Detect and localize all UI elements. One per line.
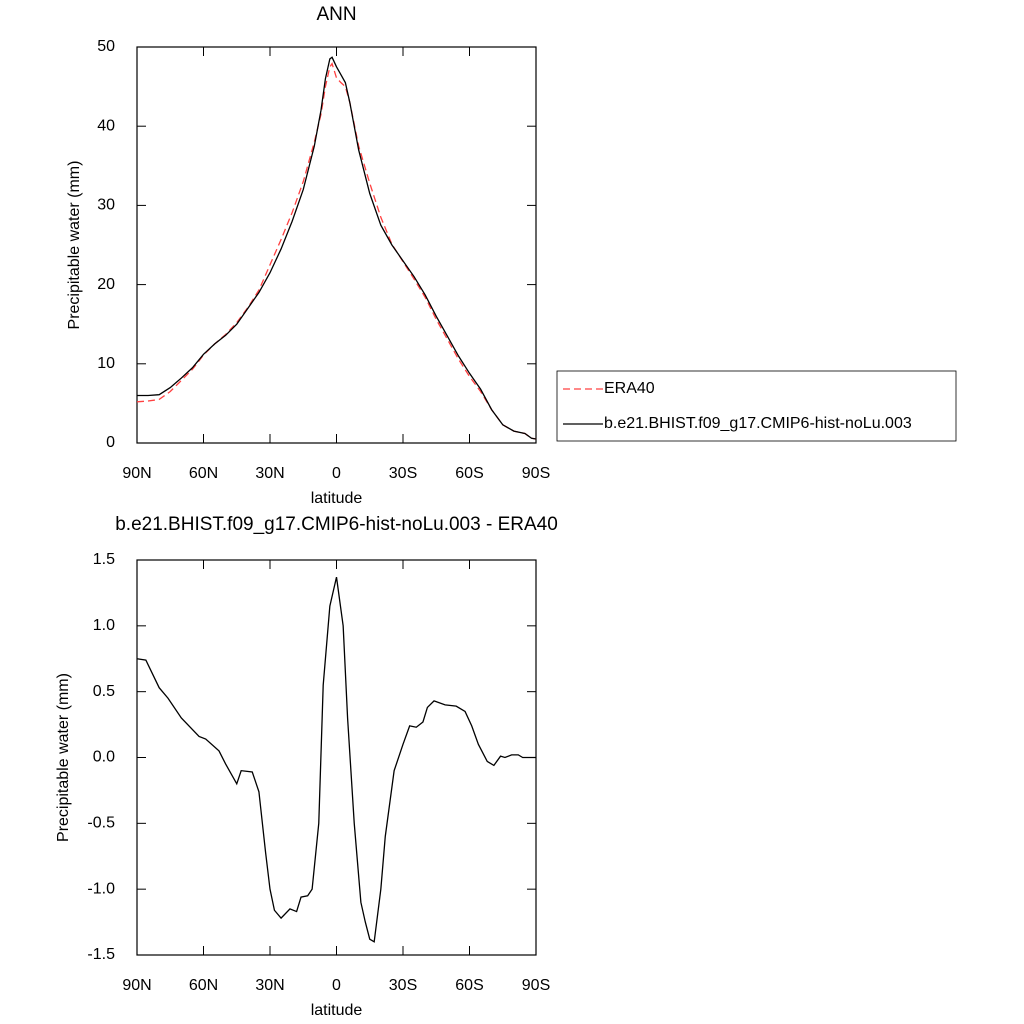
- y-tick-label: 1.5: [93, 551, 115, 568]
- x-tick-label: 90S: [522, 977, 550, 994]
- x-axis-label: latitude: [311, 1002, 363, 1019]
- y-tick-label: 0.5: [93, 683, 115, 700]
- x-tick-label: 90S: [522, 465, 550, 482]
- y-axis-label: Precipitable water (mm): [55, 673, 72, 842]
- x-tick-label: 30N: [255, 977, 284, 994]
- y-tick-label: 10: [97, 355, 115, 372]
- x-tick-label: 0: [332, 977, 341, 994]
- y-tick-label: 1.0: [93, 617, 115, 634]
- y-tick-label: -1.0: [87, 880, 115, 897]
- x-tick-label: 60S: [455, 977, 483, 994]
- y-tick-label: 50: [97, 38, 115, 55]
- x-tick-label: 60N: [189, 977, 218, 994]
- y-tick-label: 0: [106, 434, 115, 451]
- x-tick-label: 60S: [455, 465, 483, 482]
- x-tick-label: 30S: [389, 977, 417, 994]
- x-tick-label: 0: [332, 465, 341, 482]
- y-tick-label: 0.0: [93, 749, 115, 766]
- y-tick-label: -0.5: [87, 815, 115, 832]
- plot-frame: [136, 559, 537, 956]
- y-tick-label: -1.5: [87, 946, 115, 963]
- x-tick-label: 90N: [122, 465, 151, 482]
- y-tick-label: 20: [97, 276, 115, 293]
- data-line: [137, 56, 537, 440]
- y-tick-label: 30: [97, 197, 115, 214]
- y-axis-label: Precipitable water (mm): [66, 161, 83, 330]
- y-tick-label: 40: [97, 117, 115, 134]
- chart-title: ANN: [316, 4, 356, 25]
- legend-frame: [556, 370, 957, 442]
- x-tick-label: 30N: [255, 465, 284, 482]
- legend-label: b.e21.BHIST.f09_g17.CMIP6-hist-noLu.003: [604, 415, 912, 432]
- legend-label: ERA40: [604, 380, 655, 397]
- x-tick-label: 90N: [122, 977, 151, 994]
- data-line: [136, 576, 536, 943]
- x-tick-label: 30S: [389, 465, 417, 482]
- x-tick-label: 60N: [189, 465, 218, 482]
- x-axis-label: latitude: [311, 490, 363, 507]
- chart-title: b.e21.BHIST.f09_g17.CMIP6-hist-noLu.003 …: [115, 514, 558, 535]
